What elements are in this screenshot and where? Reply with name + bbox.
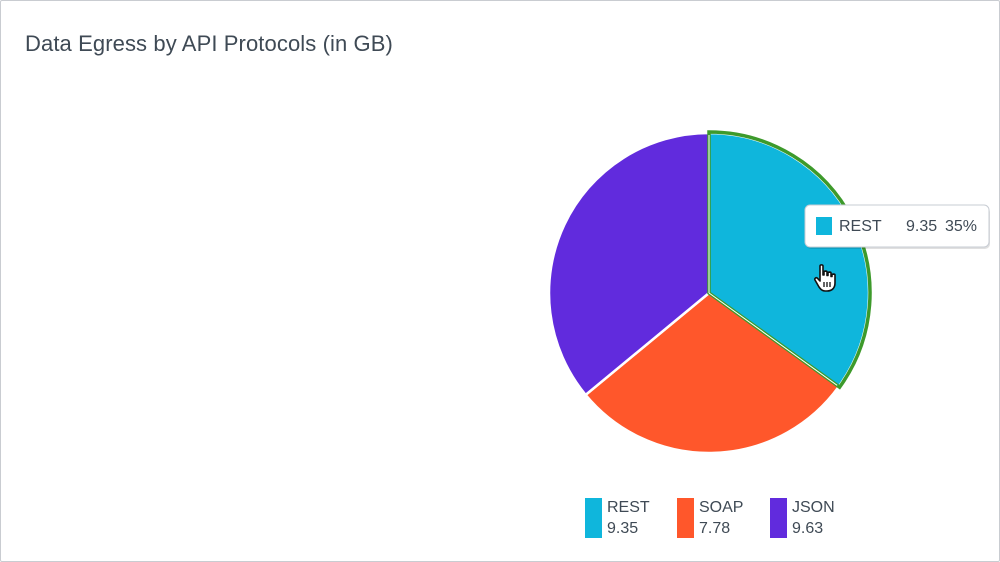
legend-swatch [585,498,602,538]
legend-item-soap[interactable]: SOAP 7.78 [677,498,743,538]
legend-label: REST [607,499,650,516]
tooltip-value: 9.35 [906,218,937,235]
legend-item-rest[interactable]: REST 9.35 [585,498,650,538]
legend-value: 7.78 [699,520,730,537]
legend: REST 9.35 SOAP 7.78 JSON 9.63 [585,498,835,538]
tooltip-category: REST [839,218,882,235]
legend-swatch [770,498,787,538]
legend-item-json[interactable]: JSON 9.63 [770,498,835,538]
slice-divider [708,292,838,386]
pie-slice-json[interactable] [547,131,711,397]
pointer-hand-icon [814,264,836,292]
tooltip-percent: 35% [945,218,977,235]
legend-label: JSON [792,499,835,516]
legend-label: SOAP [699,499,743,516]
chart-title: Data Egress by API Protocols (in GB) [25,31,393,56]
legend-value: 9.63 [792,520,823,537]
pie-slice-soap[interactable] [584,291,841,455]
tooltip-swatch [816,217,832,235]
legend-swatch [677,498,694,538]
tooltip-box [804,204,990,248]
legend-value: 9.35 [607,520,638,537]
tooltip: REST 9.35 35% [804,204,990,249]
